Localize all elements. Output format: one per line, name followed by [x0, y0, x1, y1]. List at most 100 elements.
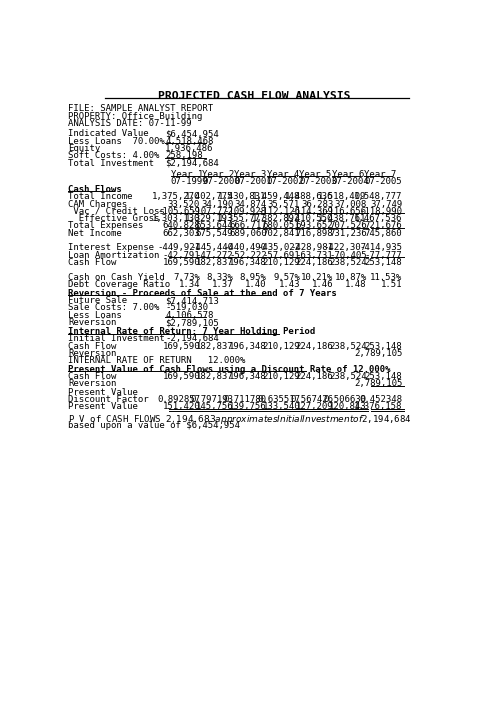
- Text: 139,756: 139,756: [229, 403, 267, 411]
- Text: 133,540: 133,540: [262, 403, 300, 411]
- Text: 196,348: 196,348: [229, 342, 267, 351]
- Text: Reversion: Reversion: [68, 379, 117, 388]
- Text: INTERNAL RATE OF RETURN   12.000%: INTERNAL RATE OF RETURN 12.000%: [68, 356, 246, 365]
- Text: Initial Investment: Initial Investment: [68, 334, 165, 344]
- Text: 10.87%: 10.87%: [334, 273, 367, 282]
- Text: Year 6: Year 6: [332, 170, 364, 179]
- Text: 721,676: 721,676: [365, 222, 403, 231]
- Text: -109,928: -109,928: [224, 207, 267, 216]
- Text: -63,731: -63,731: [296, 251, 333, 260]
- Text: 640,828: 640,828: [163, 222, 200, 231]
- Text: $7,414,713: $7,414,713: [165, 296, 219, 305]
- Text: 0.711780: 0.711780: [224, 395, 267, 404]
- Text: 253,148: 253,148: [365, 342, 403, 351]
- Text: 716,898: 716,898: [296, 229, 333, 238]
- Text: 2,789,105: 2,789,105: [354, 349, 403, 358]
- Text: 1,375,270: 1,375,270: [152, 192, 200, 201]
- Text: -440,490: -440,490: [224, 244, 267, 253]
- Text: FILE: SAMPLE ANALYST REPORT: FILE: SAMPLE ANALYST REPORT: [68, 104, 213, 114]
- Text: 169,590: 169,590: [163, 258, 200, 267]
- Text: 34,874: 34,874: [235, 200, 267, 209]
- Text: Present Value: Present Value: [68, 403, 138, 411]
- Text: Future Sale: Future Sale: [68, 296, 127, 305]
- Text: 253,148: 253,148: [365, 258, 403, 267]
- Text: 745,860: 745,860: [365, 229, 403, 238]
- Text: 182,837: 182,837: [196, 258, 234, 267]
- Text: Less Loans: Less Loans: [68, 311, 122, 320]
- Text: 11.53%: 11.53%: [370, 273, 403, 282]
- Text: Equity: Equity: [68, 144, 100, 153]
- Text: 662,303: 662,303: [163, 229, 200, 238]
- Text: Cash Flow: Cash Flow: [68, 342, 117, 351]
- Text: 1.46: 1.46: [312, 280, 333, 289]
- Text: 1,459,448: 1,459,448: [251, 192, 300, 201]
- Text: 1,410,550: 1,410,550: [285, 214, 333, 223]
- Text: 196,348: 196,348: [229, 372, 267, 381]
- Text: 1.51: 1.51: [381, 280, 403, 289]
- Text: -519,030: -519,030: [165, 303, 208, 312]
- Text: Debt Coverage Ratio: Debt Coverage Ratio: [68, 280, 170, 289]
- Text: 37,008: 37,008: [334, 200, 367, 209]
- Text: -422,307: -422,307: [324, 244, 367, 253]
- Text: 238,524: 238,524: [329, 258, 367, 267]
- Text: -107,772: -107,772: [190, 207, 234, 216]
- Text: -52,222: -52,222: [229, 251, 267, 260]
- Text: 07-2002: 07-2002: [267, 178, 304, 186]
- Text: 37,749: 37,749: [370, 200, 403, 209]
- Text: 07-2005: 07-2005: [364, 178, 402, 186]
- Text: Cash Flow: Cash Flow: [68, 372, 117, 381]
- Text: 0.452348: 0.452348: [359, 395, 403, 404]
- Text: 1,329,193: 1,329,193: [185, 214, 234, 223]
- Text: PROPERTY: Office Building: PROPERTY: Office Building: [68, 111, 203, 121]
- Text: Year 3: Year 3: [234, 170, 266, 179]
- Text: 238,524: 238,524: [329, 372, 367, 381]
- Text: Total Expenses: Total Expenses: [68, 222, 144, 231]
- Text: 0.635517: 0.635517: [257, 395, 300, 404]
- Text: 1,467,536: 1,467,536: [354, 214, 403, 223]
- Text: 1.43: 1.43: [278, 280, 300, 289]
- Text: 07-2004: 07-2004: [332, 178, 369, 186]
- Text: -428,981: -428,981: [290, 244, 333, 253]
- Text: 182,837: 182,837: [196, 372, 234, 381]
- Text: -414,935: -414,935: [359, 244, 403, 253]
- Text: 731,236: 731,236: [329, 229, 367, 238]
- Text: 210,129: 210,129: [262, 342, 300, 351]
- Text: Present Value of Cash Flows using a Discount Rate of 12.000%: Present Value of Cash Flows using a Disc…: [68, 365, 391, 373]
- Text: $2,789,105: $2,789,105: [165, 318, 219, 327]
- Text: 258,198: 258,198: [165, 151, 203, 160]
- Text: 1.40: 1.40: [245, 280, 267, 289]
- Text: 07-2003: 07-2003: [299, 178, 337, 186]
- Text: Year 7: Year 7: [364, 170, 397, 179]
- Text: Vac / Credit Loss: Vac / Credit Loss: [68, 207, 165, 216]
- Text: based upon a value of $6,454,954: based upon a value of $6,454,954: [68, 420, 241, 430]
- Text: 666,717: 666,717: [229, 222, 267, 231]
- Text: CAM Charges: CAM Charges: [68, 200, 127, 209]
- Text: 1,382,892: 1,382,892: [251, 214, 300, 223]
- Text: 1,518,409: 1,518,409: [318, 192, 367, 201]
- Text: -116,656: -116,656: [324, 207, 367, 216]
- Text: Interest Expense: Interest Expense: [68, 244, 155, 253]
- Text: ANALYSIS DATE: 07-11-99: ANALYSIS DATE: 07-11-99: [68, 119, 192, 128]
- Text: 169,590: 169,590: [163, 342, 200, 351]
- Text: 707,526: 707,526: [329, 222, 367, 231]
- Text: Total Investment: Total Investment: [68, 159, 155, 168]
- Text: -2,194,684: -2,194,684: [165, 334, 219, 344]
- Text: 1,438,761: 1,438,761: [318, 214, 367, 223]
- Text: Discount Factor: Discount Factor: [68, 395, 149, 404]
- Text: 680,051: 680,051: [262, 222, 300, 231]
- Text: 1,376,158: 1,376,158: [354, 403, 403, 411]
- Text: 210,129: 210,129: [262, 372, 300, 381]
- Text: 145,756: 145,756: [196, 403, 234, 411]
- Text: Soft Costs: 4.00%: Soft Costs: 4.00%: [68, 151, 160, 160]
- Text: 210,129: 210,129: [262, 258, 300, 267]
- Text: 8.95%: 8.95%: [240, 273, 267, 282]
- Text: Reversion: Reversion: [68, 318, 117, 327]
- Text: PROJECTED CASH FLOW ANALYSIS: PROJECTED CASH FLOW ANALYSIS: [159, 91, 351, 101]
- Text: 33,520: 33,520: [168, 200, 200, 209]
- Text: 702,841: 702,841: [262, 229, 300, 238]
- Text: P V of CASH FLOWS $2,194,683 approximates Initial Investment of $2,194,684: P V of CASH FLOWS $2,194,683 approximate…: [68, 413, 412, 426]
- Text: -445,440: -445,440: [190, 244, 234, 253]
- Text: 34,190: 34,190: [201, 200, 234, 209]
- Text: 35,571: 35,571: [268, 200, 300, 209]
- Text: 1,936,486: 1,936,486: [165, 144, 214, 153]
